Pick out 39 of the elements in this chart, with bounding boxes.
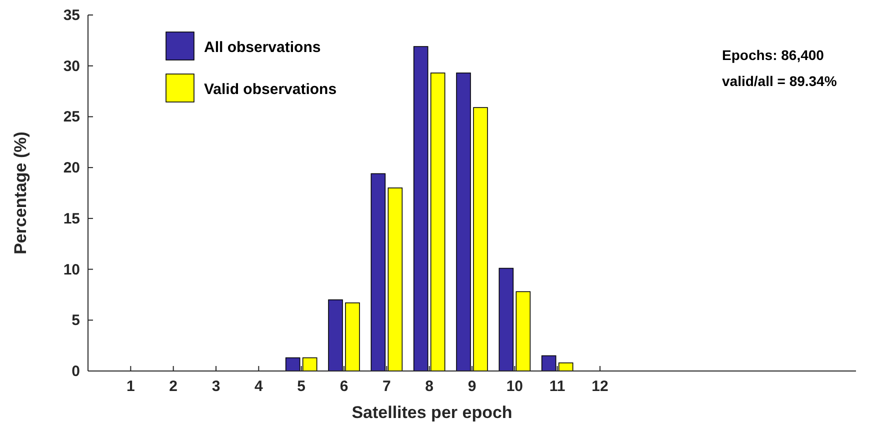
- x-tick-label: 6: [340, 378, 348, 395]
- bar: [388, 188, 403, 372]
- annotation: Epochs: 86,400: [722, 47, 824, 63]
- bar: [345, 302, 360, 372]
- x-tick-label: 9: [468, 378, 476, 395]
- bar: [413, 46, 428, 372]
- y-tick-label: 35: [63, 7, 80, 24]
- x-tick-label: 11: [549, 378, 566, 395]
- y-tick-label: 5: [72, 312, 80, 330]
- bar: [473, 107, 488, 372]
- y-tick-label: 30: [63, 58, 80, 75]
- legend-label: All observations: [204, 39, 321, 56]
- y-tick-label: 25: [63, 108, 80, 126]
- bar: [456, 72, 471, 372]
- y-tick-label: 20: [63, 160, 80, 177]
- x-axis-title: Satellites per epoch: [352, 403, 512, 422]
- bar: [516, 291, 531, 372]
- x-tick-label: 10: [506, 378, 524, 395]
- x-tick-label: 8: [425, 378, 434, 395]
- bar: [302, 357, 318, 372]
- annotation: valid/all = 89.34%: [722, 73, 838, 89]
- x-tick-label: 1: [126, 378, 135, 395]
- x-tick-label: 4: [254, 378, 264, 395]
- x-tick-label: 3: [212, 378, 220, 395]
- bar: [498, 268, 514, 372]
- bar: [370, 173, 386, 372]
- y-tick-label: 0: [72, 363, 80, 380]
- x-tick-label: 12: [592, 378, 608, 395]
- x-tick-label: 7: [382, 378, 391, 395]
- bar: [541, 355, 556, 372]
- y-tick-label: 10: [63, 261, 80, 278]
- x-tick-label: 2: [169, 378, 178, 395]
- bar: [430, 72, 446, 372]
- y-axis-title: Percentage (%): [11, 132, 30, 254]
- legend-label: Valid observations: [204, 81, 337, 98]
- y-tick-label: 15: [63, 210, 80, 228]
- bar: [328, 299, 343, 372]
- bar: [285, 357, 300, 372]
- x-tick-label: 5: [297, 378, 306, 395]
